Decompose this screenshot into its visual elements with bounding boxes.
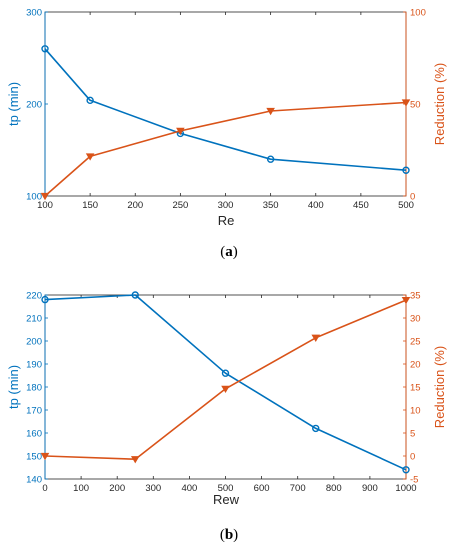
y-right-tick-label: 0 <box>410 452 415 463</box>
x-tick-label: 100 <box>37 200 53 211</box>
y-left-axis-label-a: tp (min) <box>6 82 21 126</box>
series-b <box>40 291 411 474</box>
y-right-tick-label: 5 <box>410 429 415 440</box>
caption-b: (b) <box>220 527 238 543</box>
y-left-tick-label: 190 <box>26 360 42 371</box>
y-right-ticks-b: -5 0 5 10 15 20 25 30 35 <box>403 291 421 486</box>
y-left-tick-label: 210 <box>26 314 42 325</box>
reduction-data-point <box>401 296 411 305</box>
tp-data-point <box>86 96 94 105</box>
y-left-tick-label: 160 <box>26 429 42 440</box>
caption-a-open: ( <box>220 244 225 260</box>
tp-data-point <box>312 424 320 433</box>
caption-b-letter: b <box>225 527 233 543</box>
reduction-data-point <box>85 153 95 161</box>
x-tick-label: 800 <box>326 483 342 494</box>
x-tick-label: 100 <box>73 483 89 494</box>
y-right-tick-label: 15 <box>410 383 421 394</box>
x-tick-label: 450 <box>353 200 369 211</box>
x-tick-label: 350 <box>263 200 279 211</box>
tp-data-point <box>131 291 139 299</box>
tp-data-point <box>402 166 410 174</box>
reduction-data-point <box>40 452 50 461</box>
y-right-tick-label: 20 <box>410 360 421 371</box>
chart-a: 100 150 200 250 300 350 400 450 500 100 200 300 0 5… <box>6 8 447 261</box>
y-left-tick-label: 170 <box>26 406 42 417</box>
tp-line <box>44 294 407 471</box>
y-left-tick-label: 150 <box>26 452 42 463</box>
tp-data-point <box>221 369 230 377</box>
y-right-axis-label-a: Reduction (%) <box>432 63 447 145</box>
x-tick-label: 500 <box>398 200 414 211</box>
reduction-data-point <box>311 334 321 342</box>
y-left-ticks-b: 140 150 160 170 180 190 200 210 220 <box>26 291 48 486</box>
y-right-tick-label: -5 <box>410 475 418 486</box>
tp-data-point <box>41 45 49 53</box>
y-right-tick-label: 30 <box>410 314 421 325</box>
x-axis-label-b: Rew <box>213 492 240 507</box>
x-ticks-a: 100 150 200 250 300 350 400 450 500 <box>37 12 414 211</box>
reduction-data-point <box>221 385 230 394</box>
y-left-tick-label: 100 <box>26 192 42 203</box>
reduction-data-point <box>176 127 185 136</box>
x-tick-label: 700 <box>290 483 306 494</box>
y-right-tick-label: 0 <box>410 192 415 203</box>
x-tick-label: 600 <box>254 483 270 494</box>
reduction-data-point <box>401 99 411 107</box>
y-right-axis-label-b: Reduction (%) <box>432 346 447 428</box>
x-tick-label: 900 <box>362 483 378 494</box>
x-tick-label: 400 <box>181 483 197 494</box>
y-right-tick-label: 35 <box>410 291 421 302</box>
x-axis-label-a: Re <box>218 213 235 228</box>
reduction-data-point <box>40 192 50 201</box>
x-tick-label: 150 <box>82 200 98 211</box>
x-tick-label: 300 <box>145 483 161 494</box>
tp-data-point <box>266 155 275 163</box>
y-left-tick-label: 300 <box>26 8 42 19</box>
y-right-tick-label: 10 <box>410 406 421 417</box>
caption-b-open: ( <box>220 527 225 543</box>
x-tick-label: 300 <box>218 200 234 211</box>
caption-a: (a) <box>220 244 238 260</box>
y-right-tick-label: 25 <box>410 337 421 348</box>
reduction-line <box>44 299 407 461</box>
tp-data-point <box>402 466 410 474</box>
tp-line <box>44 48 407 171</box>
x-tick-label: 0 <box>42 483 47 494</box>
y-right-tick-label: 50 <box>410 100 421 111</box>
x-tick-label: 200 <box>127 200 143 211</box>
y-left-tick-label: 220 <box>26 291 42 302</box>
reduction-line <box>44 101 407 197</box>
chart-b: 0 100 200 300 400 500 600 700 800 900 1000 1401501… <box>6 291 447 544</box>
y-left-tick-label: 200 <box>26 100 42 111</box>
caption-b-close: ) <box>233 527 238 543</box>
x-tick-label: 500 <box>218 483 234 494</box>
caption-a-close: ) <box>233 244 238 260</box>
y-right-tick-label: 100 <box>410 8 426 19</box>
y-left-tick-label: 140 <box>26 475 42 486</box>
tp-data-point <box>41 295 49 304</box>
x-ticks-b: 0 100 200 300 400 500 600 700 800 900 1000 <box>42 295 417 494</box>
y-left-axis-label-b: tp (min) <box>6 365 21 409</box>
y-left-tick-label: 180 <box>26 383 42 394</box>
caption-a-letter: a <box>225 244 233 260</box>
reduction-data-point <box>130 456 140 464</box>
x-tick-label: 250 <box>172 200 188 211</box>
x-tick-label: 400 <box>308 200 324 211</box>
y-left-tick-label: 200 <box>26 337 42 348</box>
x-tick-label: 200 <box>109 483 125 494</box>
reduction-data-point <box>266 107 275 116</box>
x-tick-label: 1000 <box>395 483 416 494</box>
y-left-ticks-a: 100 200 300 <box>26 8 48 203</box>
series-a <box>40 45 411 201</box>
